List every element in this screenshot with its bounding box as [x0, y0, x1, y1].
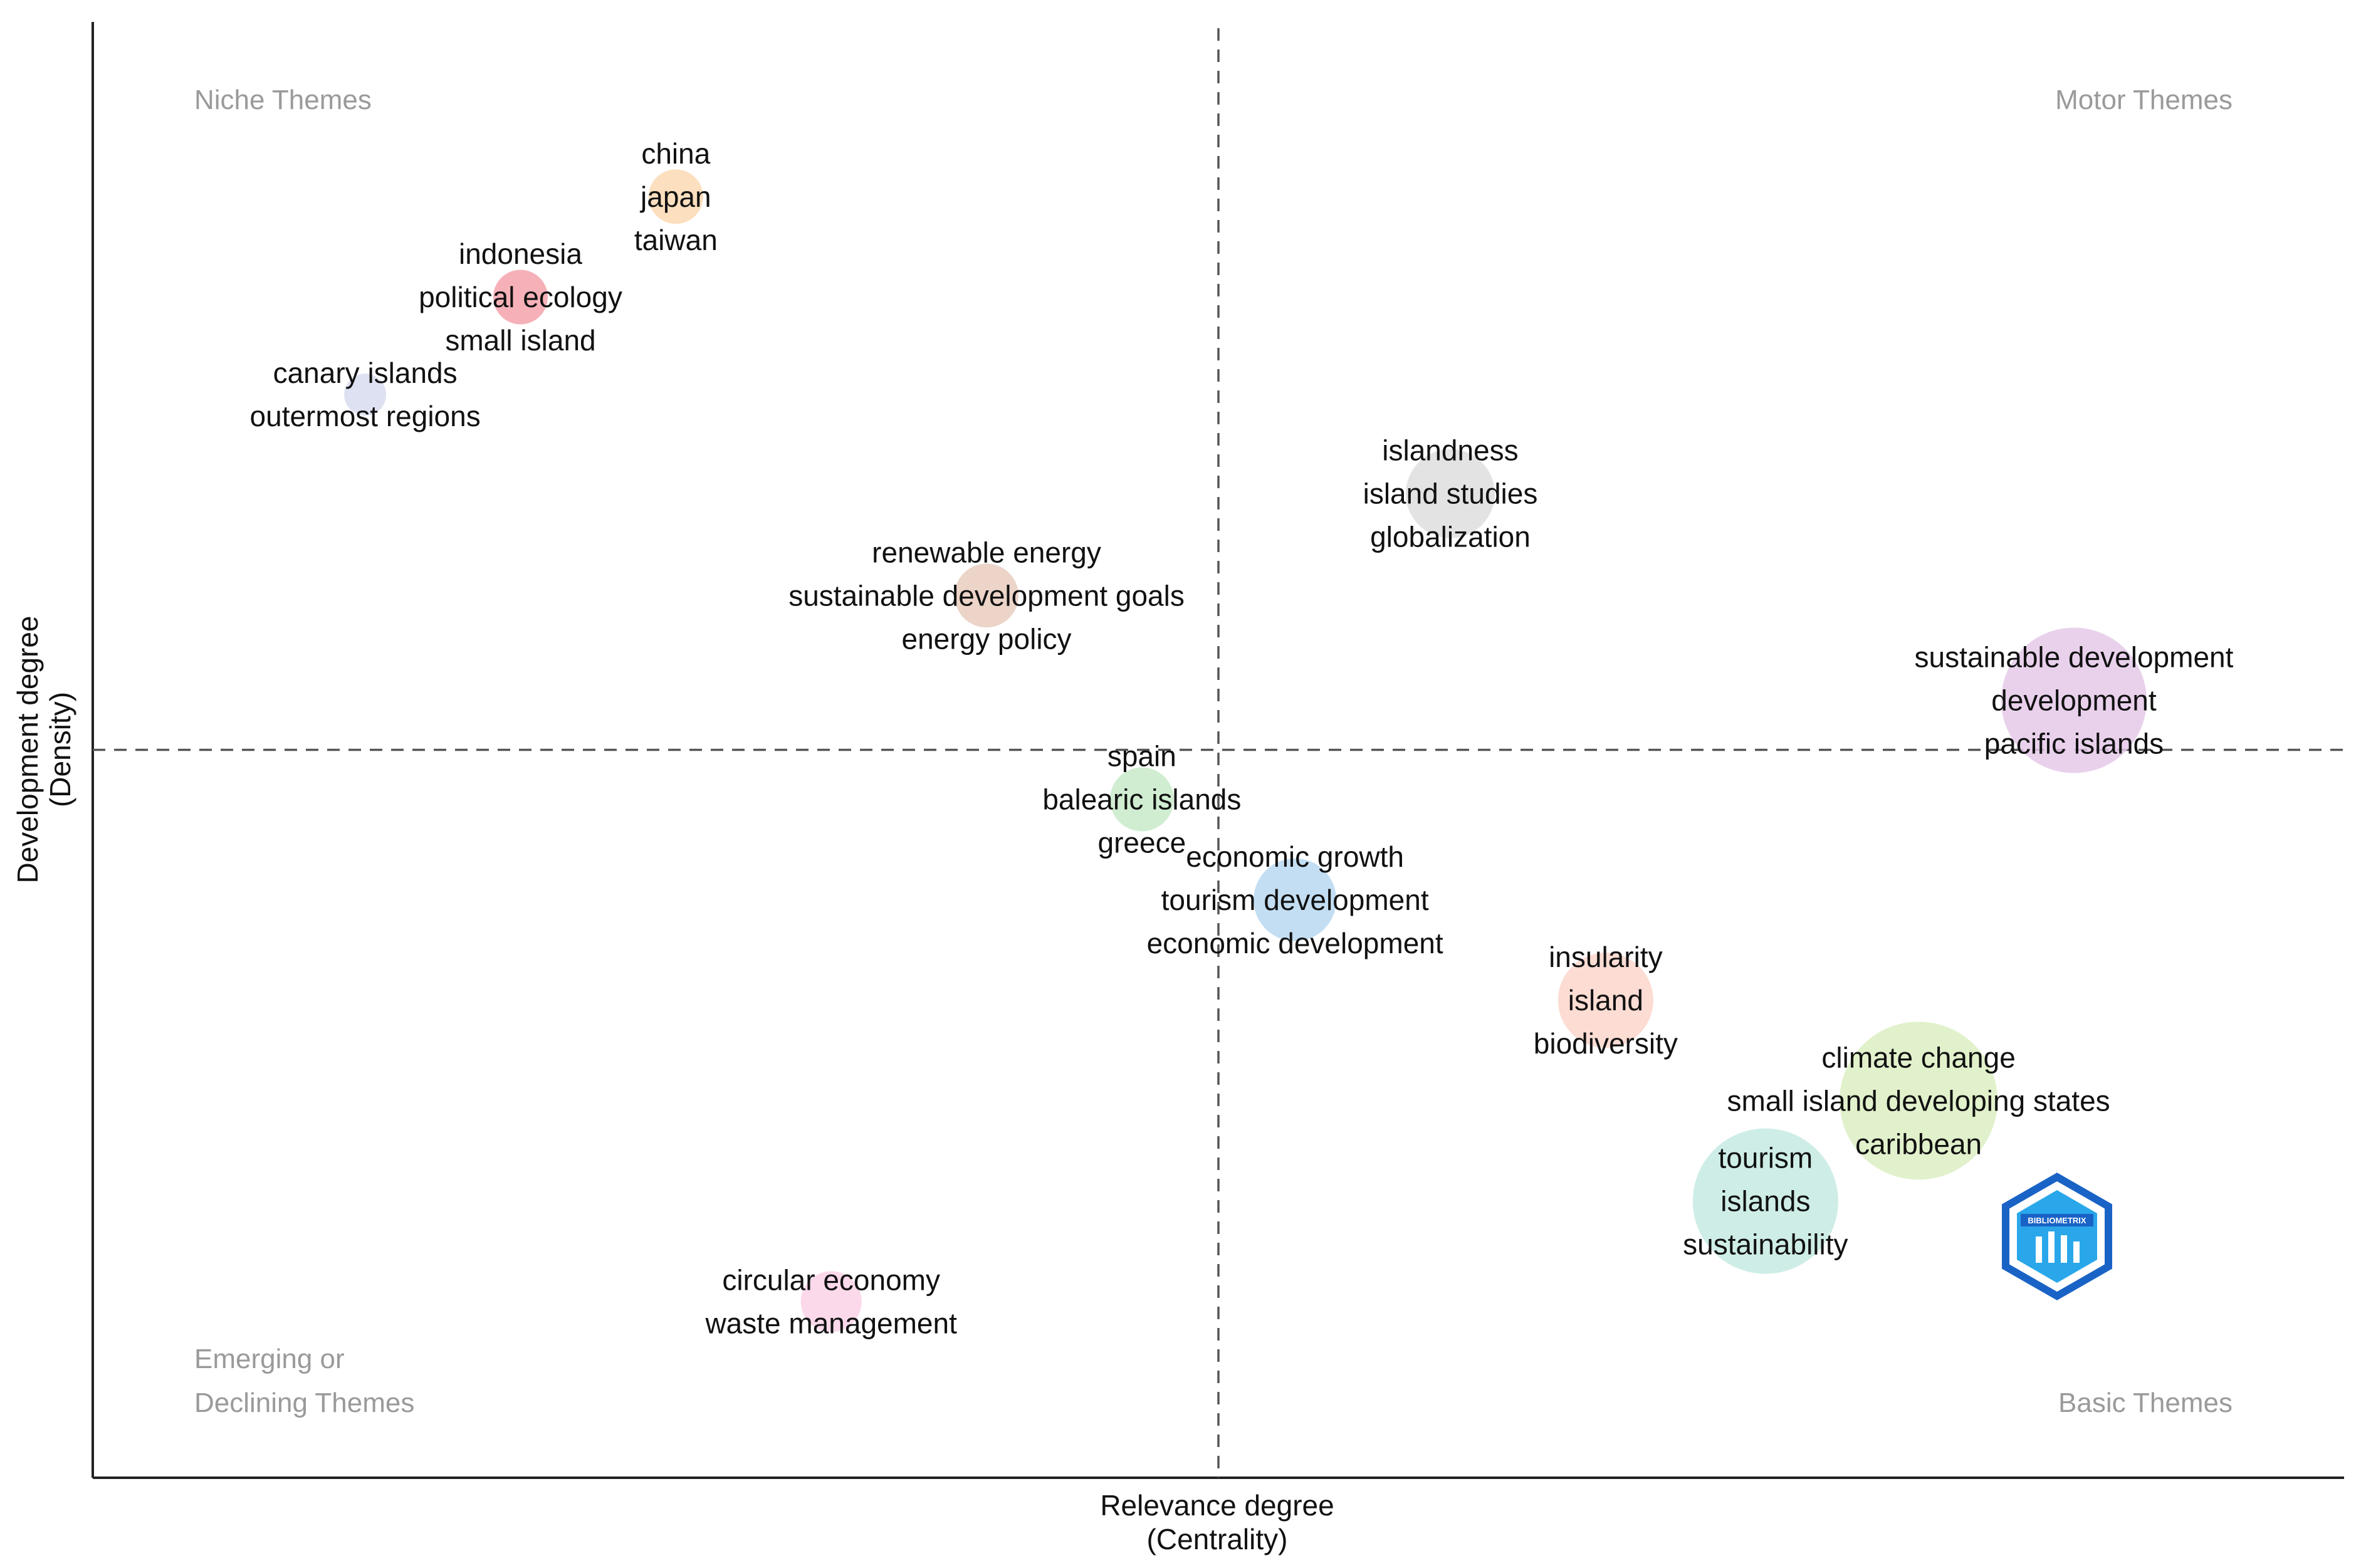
cluster-bubble — [493, 269, 548, 325]
cluster-term-label: island — [1568, 984, 1643, 1017]
cluster-term-label: insularity — [1549, 941, 1663, 973]
cluster-term-label: tourism development — [1161, 884, 1429, 916]
quadrant-label-emerging-line2: Declining Themes — [194, 1388, 414, 1418]
cluster-term-label: sustainable development — [1915, 641, 2234, 674]
cluster-bubble — [648, 169, 703, 224]
cluster-bubble — [955, 563, 1019, 628]
cluster-term-label: china — [641, 137, 710, 170]
quadrant-label-basic: Basic Themes — [2058, 1388, 2233, 1418]
cluster-term-label: greece — [1098, 826, 1186, 859]
cluster-term-label: sustainable development goals — [788, 579, 1185, 612]
cluster-term-label: energy policy — [902, 622, 1072, 655]
cluster-term-label: tourism — [1718, 1142, 1813, 1174]
cluster-bubble — [1840, 1022, 1998, 1180]
quadrant-label-motor: Motor Themes — [2055, 85, 2233, 115]
cluster-term-label: island studies — [1363, 478, 1538, 510]
cluster-bubble — [1557, 953, 1653, 1048]
cluster-term-label: islands — [1720, 1185, 1810, 1218]
cluster-bubble — [1254, 858, 1337, 941]
y-axis-subtitle: (Density) — [44, 692, 76, 807]
cluster-term-label: small island — [445, 324, 595, 357]
cluster-bubble — [1692, 1128, 1838, 1274]
cluster-term-label: waste management — [704, 1307, 957, 1339]
cluster-term-label: pacific islands — [1984, 728, 2164, 760]
cluster-term-label: economic growth — [1186, 840, 1404, 873]
svg-text:BIBLIOMETRIX: BIBLIOMETRIX — [2028, 1216, 2086, 1225]
cluster-bubbles — [344, 169, 2147, 1332]
cluster-bubble — [800, 1271, 862, 1332]
cluster-bubble — [2001, 627, 2147, 773]
cluster-term-label: sustainability — [1683, 1228, 1848, 1261]
cluster-term-label: canary islands — [273, 357, 458, 389]
cluster-term-label: renewable energy — [872, 536, 1101, 568]
cluster-term-label: outermost regions — [250, 400, 481, 432]
cluster-term-label: biodiversity — [1534, 1027, 1678, 1060]
cluster-term-label: japan — [639, 180, 711, 213]
cluster-term-label: globalization — [1370, 521, 1531, 553]
bibliometrix-logo: BIBLIOMETRIX — [2002, 1173, 2112, 1300]
cluster-term-label: spain — [1107, 740, 1176, 772]
cluster-term-label: political ecology — [419, 281, 622, 313]
cluster-term-label: small island developing states — [1727, 1084, 2110, 1117]
cluster-labels: china japan taiwan indonesia political ecolo… — [250, 137, 2234, 1340]
x-axis-subtitle: (Centrality) — [1147, 1523, 1288, 1555]
x-axis-title: Relevance degree — [1100, 1489, 1334, 1522]
cluster-term-label: circular economy — [722, 1263, 940, 1296]
cluster-bubble — [1109, 767, 1174, 832]
cluster-term-label: balearic islands — [1042, 783, 1241, 815]
cluster-term-label: islandness — [1382, 434, 1518, 467]
cluster-term-label: taiwan — [634, 224, 718, 256]
cluster-bubble — [344, 374, 387, 416]
cluster-term-label: development — [1991, 684, 2157, 717]
cluster-bubble — [1405, 449, 1495, 538]
y-axis-title: Development degree — [11, 615, 44, 883]
quadrant-label-niche: Niche Themes — [194, 85, 372, 115]
cluster-term-label: economic development — [1147, 927, 1443, 959]
cluster-term-label: caribbean — [1855, 1127, 1982, 1160]
cluster-term-label: indonesia — [459, 238, 582, 270]
quadrant-label-emerging-line1: Emerging or — [194, 1344, 345, 1374]
cluster-term-label: climate change — [1821, 1041, 2015, 1074]
